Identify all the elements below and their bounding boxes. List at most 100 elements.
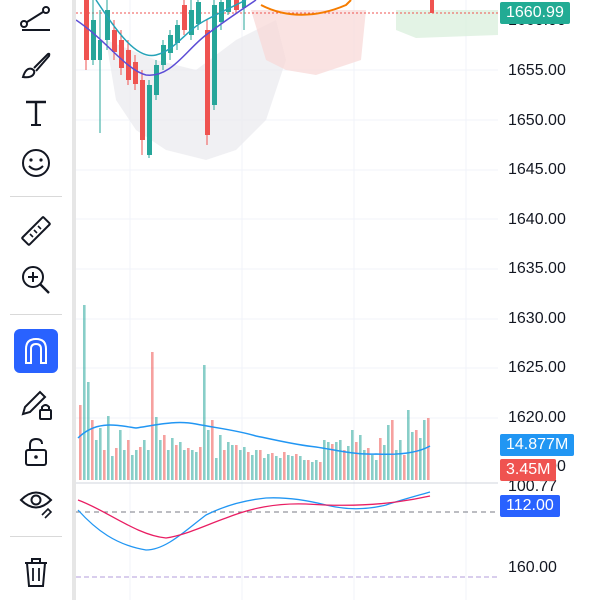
volume-bar: [211, 420, 214, 480]
volume-bar: [199, 447, 202, 480]
toolbar-divider: [10, 536, 62, 537]
volume-bar: [95, 440, 98, 480]
delete-tool-button[interactable]: [14, 550, 58, 594]
cloud-area-gray: [106, 20, 286, 160]
volume-bar: [243, 447, 246, 480]
volume-bar: [223, 450, 226, 480]
volume-bar: [359, 435, 362, 480]
volume-bar: [195, 452, 198, 480]
ruler-icon: [21, 216, 51, 246]
chart-canvas[interactable]: [75, 0, 498, 600]
volume-bar: [291, 456, 294, 480]
price-tick: 1625.00: [508, 359, 566, 376]
oscillator-badge: 112.00: [500, 495, 560, 517]
price-tick: 1630.00: [508, 310, 566, 327]
volume-bar: [183, 450, 186, 480]
volume-bar: [115, 448, 118, 480]
volume-bar: [103, 450, 106, 480]
volume-bar: [219, 435, 222, 480]
text-icon: [26, 100, 46, 126]
volume-bar: [423, 420, 426, 480]
volume-bar: [351, 430, 354, 480]
emoji-tool-button[interactable]: [14, 141, 58, 185]
price-tick: 1650.00: [508, 112, 566, 129]
volume-bar: [355, 442, 358, 480]
volume-bar: [379, 438, 382, 480]
volume-bar: [407, 410, 410, 480]
volume-bar: [179, 442, 182, 480]
text-tool-button[interactable]: [14, 91, 58, 135]
magnet-tool-button[interactable]: [14, 329, 58, 373]
trend-line-tool-button[interactable]: [14, 0, 58, 38]
volume-bar: [151, 352, 154, 480]
volume-bar: [251, 455, 254, 480]
trash-icon: [25, 558, 47, 587]
toolbar-divider: [10, 196, 62, 197]
oscillator-line-blue: [77, 491, 431, 551]
volume-bar: [287, 455, 290, 480]
volume-bar: [427, 418, 430, 480]
zoom-in-tool-button[interactable]: [14, 258, 58, 302]
volume-bar: [419, 438, 422, 480]
volume-bar: [83, 305, 86, 480]
volume-bar: [323, 440, 326, 480]
volume-bar: [371, 455, 374, 480]
unlock-tool-button[interactable]: [14, 430, 58, 474]
ma-line-purple: [75, 0, 257, 76]
volume-bar: [79, 405, 82, 480]
volume-bar: [279, 458, 282, 480]
volume-bar: [255, 450, 258, 480]
volume-bar: [203, 365, 206, 480]
volume-bar: [347, 446, 350, 480]
volume-bar: [367, 448, 370, 480]
volume-bar: [175, 445, 178, 480]
volume-bar: [387, 425, 390, 480]
trend-line-icon: [20, 6, 50, 31]
brush-icon: [21, 52, 51, 79]
volume-bar: [155, 417, 158, 480]
toolbar-separator: [72, 0, 76, 600]
volume-sma-line: [77, 421, 431, 456]
volume-bar: [247, 452, 250, 480]
volume-bar: [267, 454, 270, 480]
chart-area[interactable]: [75, 0, 498, 600]
volume-bar: [207, 430, 210, 480]
price-tick: 1655.00: [508, 62, 566, 79]
volume-bar: [123, 450, 126, 480]
volume-bar: [343, 450, 346, 480]
volume-bar: [315, 460, 318, 480]
volume-bar: [411, 432, 414, 480]
lock-drawing-tool-button[interactable]: [14, 382, 58, 426]
brush-tool-button[interactable]: [14, 43, 58, 87]
price-tick: 1645.00: [508, 161, 566, 178]
volume-bar: [399, 440, 402, 480]
volume-bar: [303, 460, 306, 480]
visibility-tool-button[interactable]: [14, 479, 58, 523]
price-tick: 1620.00: [508, 409, 566, 426]
volume-bar: [383, 445, 386, 480]
volume-bar: [215, 458, 218, 480]
volume-bar: [395, 450, 398, 480]
volume-bar: [99, 428, 102, 480]
volume-bar: [263, 458, 266, 480]
unlock-icon: [25, 437, 47, 466]
ruler-tool-button[interactable]: [14, 209, 58, 253]
oscillator-line-red: [77, 495, 431, 539]
volume-bar: [91, 420, 94, 480]
volume-bar: [107, 416, 110, 480]
volume-bar: [311, 462, 314, 480]
volume-bar: [375, 460, 378, 480]
volume-bar: [227, 442, 230, 480]
price-tick: 1640.00: [508, 211, 566, 228]
volume-bar: [191, 450, 194, 480]
smiley-icon: [22, 149, 50, 177]
volume-bar: [295, 454, 298, 480]
volume-bar: [131, 455, 134, 480]
toolbar-divider: [10, 314, 62, 315]
volume-badge: 3.45M: [500, 459, 557, 481]
eye-icon: [19, 491, 53, 519]
price-tick: 1635.00: [508, 260, 566, 277]
oscillator-tick-partial: 100.77: [508, 478, 557, 495]
volume-bar: [363, 450, 366, 480]
volume-bars: [79, 305, 430, 480]
